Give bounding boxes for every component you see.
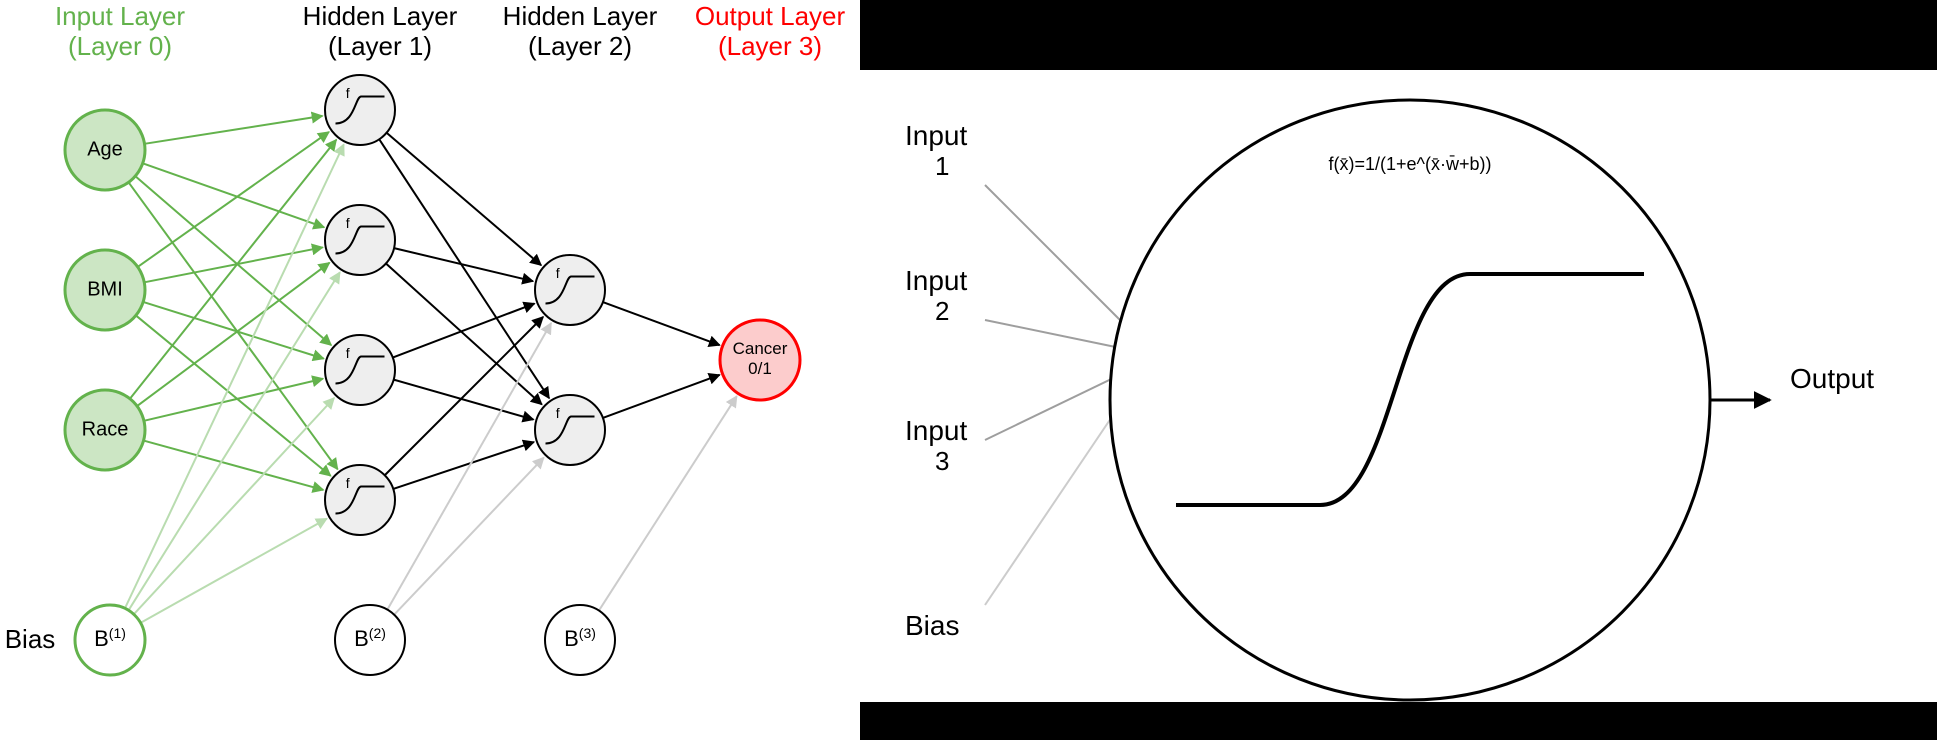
neuron-input-sub: 3 [935,446,949,476]
edge [136,315,331,475]
bias-side-label: Bias [5,624,56,654]
layer-title: Hidden Layer [303,1,458,31]
edge [141,519,327,623]
neuron-input-edge [985,320,1130,350]
edge [143,163,324,227]
big-neuron [1110,100,1710,700]
output-sublabel: 0/1 [748,359,772,378]
edge [393,304,535,358]
node-h1_1 [325,75,395,145]
edge [145,116,323,144]
nn-nodes: AgeBMIRaceB(1)ffffB(2)ffB(3)Cancer0/1 [65,75,800,675]
layer-subtitle: (Layer 1) [328,31,432,61]
f-label: f [556,405,560,421]
node-h2_1 [535,255,605,325]
edge [143,302,324,359]
edge [144,247,322,282]
layer-title: Input Layer [55,1,185,31]
top-bar [860,0,1937,70]
node-h1_4 [325,465,395,535]
edge [394,248,533,281]
edge [603,302,720,345]
edge [129,272,340,610]
edge [387,133,542,265]
edge [394,380,534,420]
node-h1_2 [325,205,395,275]
edge [385,317,543,475]
edge [387,323,551,610]
node-label: Age [87,138,123,160]
nn-edges [125,116,737,623]
layer-title: Hidden Layer [503,1,658,31]
node-label: Race [82,418,129,440]
edge [130,140,336,399]
diagram-canvas: Input Layer(Layer 0)Hidden Layer(Layer 1… [0,0,1937,740]
f-label: f [346,475,350,491]
neuron-input-edge [985,390,1130,605]
edge [603,375,720,418]
layer-subtitle: (Layer 0) [68,31,172,61]
neuron-input-sub: 2 [935,296,949,326]
neuron-output-label: Output [1790,363,1874,394]
neuron-input-label: Input [905,120,967,151]
neuron-input-label: Input [905,265,967,296]
f-label: f [346,215,350,231]
edge [393,442,534,489]
layer-subtitle: (Layer 2) [528,31,632,61]
edge [379,139,549,398]
node-h1_3 [325,335,395,405]
edge [138,132,329,267]
layer-title: Output Layer [695,1,846,31]
neuron-input-edges [985,185,1130,605]
neuron-input-sub: 1 [935,151,949,181]
edge [134,398,334,614]
activation-formula: f(x̄)=1/(1+e^(x̄·w̄+b)) [1329,154,1492,174]
edge [135,176,331,345]
neuron-input-edge [985,370,1130,440]
f-label: f [346,85,350,101]
neuron-input-edge [985,185,1130,330]
node-h2_2 [535,395,605,465]
f-label: f [346,345,350,361]
f-label: f [556,265,560,281]
layer-subtitle: (Layer 3) [718,31,822,61]
neuron-input-label: Bias [905,610,959,641]
node-label: BMI [87,278,123,300]
edge [144,379,323,421]
output-label: Cancer [733,339,788,358]
neuron-input-label: Input [905,415,967,446]
edge [125,144,344,608]
edge [599,396,737,610]
bottom-bar [860,702,1937,740]
